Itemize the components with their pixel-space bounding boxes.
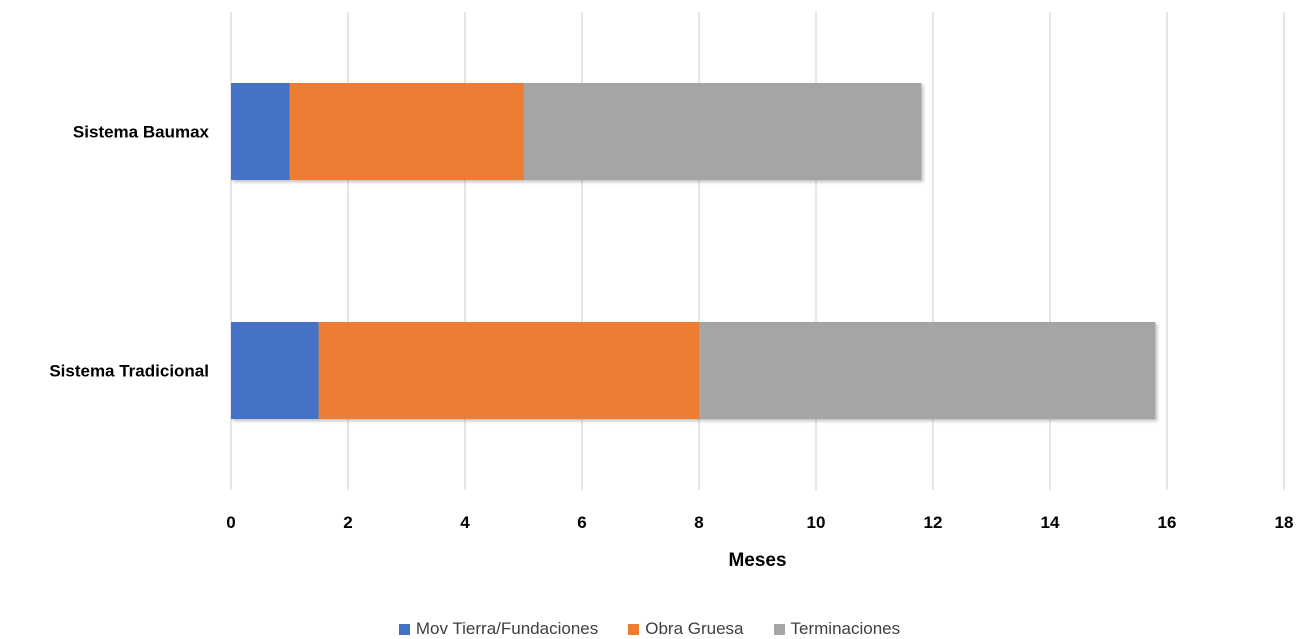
- legend-item: Mov Tierra/Fundaciones: [398, 619, 599, 639]
- legend-label: Mov Tierra/Fundaciones: [415, 619, 599, 638]
- bar-sistema-baumax-series-2: [523, 83, 922, 180]
- bar-sistema-baumax-series-1: [289, 83, 524, 180]
- legend-label: Terminaciones: [790, 619, 901, 638]
- legend-label: Obra Gruesa: [645, 619, 744, 638]
- legend-swatch: [773, 623, 785, 635]
- x-tick-label: 0: [226, 513, 235, 532]
- legend-swatch: [628, 623, 640, 635]
- y-axis-categories: Sistema Tradicional Sistema Baumax: [49, 123, 209, 381]
- x-tick-label: 8: [694, 513, 703, 532]
- legend-item: Obra Gruesa: [628, 619, 744, 639]
- x-tick-label: 10: [807, 513, 826, 532]
- x-tick-label: 2: [343, 513, 352, 532]
- x-tick-label: 14: [1041, 513, 1060, 532]
- y-category-label: Sistema Tradicional: [49, 362, 209, 381]
- legend-swatch: [398, 623, 410, 635]
- bars: [231, 83, 1156, 419]
- x-tick-label: 6: [577, 513, 586, 532]
- x-tick-label: 18: [1275, 513, 1294, 532]
- bar-sistema-tradicional-series-0: [231, 322, 319, 419]
- x-axis-ticks: 0 2 4 6 8 10 12 14 16 18: [226, 513, 1293, 532]
- bar-sistema-baumax-series-0: [231, 83, 290, 180]
- bar-sistema-tradicional-series-2: [699, 322, 1156, 419]
- bar-chart: 0 2 4 6 8 10 12 14 16 18 Sistema TradicionalSiste…: [49, 12, 1293, 571]
- legend: Mov Tierra/Fundaciones Obra Gruesa Termina…: [0, 619, 1299, 639]
- legend-item: Terminaciones: [773, 619, 901, 639]
- x-tick-label: 16: [1158, 513, 1177, 532]
- bar-sistema-tradicional-series-1: [318, 322, 699, 419]
- x-tick-label: 4: [460, 513, 470, 532]
- x-axis-title: Meses: [728, 550, 786, 571]
- y-category-label: Sistema Baumax: [73, 123, 210, 142]
- x-tick-label: 12: [924, 513, 943, 532]
